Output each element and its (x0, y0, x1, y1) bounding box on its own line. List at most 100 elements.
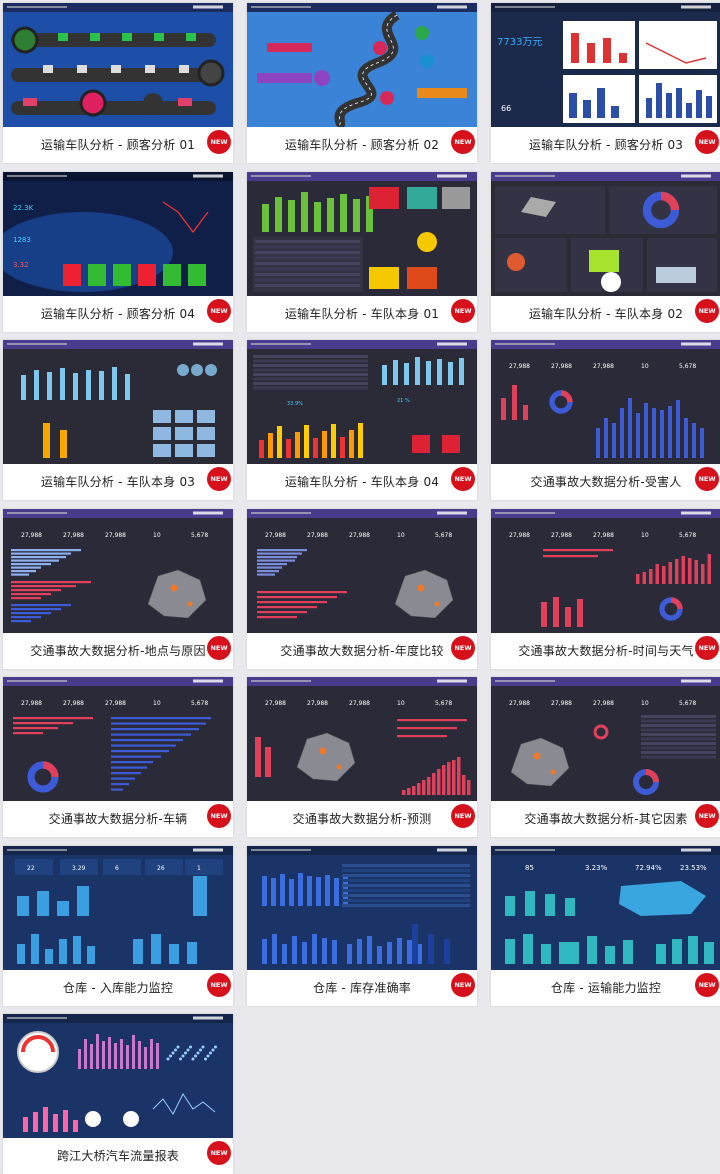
template-card[interactable]: 27,988 27,988 27,988 10 5,678 交通事故大数据分析-预测 N… (247, 677, 477, 837)
svg-text:1: 1 (197, 865, 201, 872)
template-thumbnail[interactable]: 27,988 27,988 27,988 10 5,678 (491, 340, 720, 464)
svg-text:27,988: 27,988 (509, 532, 530, 539)
template-card[interactable]: 27,988 27,988 27,988 10 5,678 交通事故大数据分析-受害人 … (491, 340, 720, 500)
template-thumbnail[interactable]: 85 3.23% 72.94% 23.53% (491, 845, 720, 970)
svg-text:27,988: 27,988 (105, 532, 126, 539)
svg-text:22: 22 (27, 865, 35, 872)
new-badge: NEW (695, 130, 719, 154)
svg-text:26: 26 (157, 865, 165, 872)
new-badge: NEW (451, 804, 475, 828)
new-badge: NEW (207, 130, 231, 154)
template-card[interactable]: 运输车队分析 - 车队本身 03 NEW (3, 340, 233, 500)
template-title[interactable]: 交通事故大数据分析-年度比较 (280, 643, 444, 658)
template-title[interactable]: 交通事故大数据分析-受害人 (530, 475, 682, 489)
template-thumbnail[interactable] (247, 845, 477, 970)
template-thumbnail[interactable]: 27,988 27,988 27,988 10 5,678 (491, 508, 720, 633)
template-thumbnail[interactable]: 27,988 27,988 27,988 10 5,678 (3, 508, 233, 633)
template-title[interactable]: 交通事故大数据分析-地点与原因 (30, 643, 206, 658)
svg-text:3.32: 3.32 (13, 261, 29, 269)
new-badge: NEW (207, 804, 231, 828)
svg-text:5,678: 5,678 (679, 532, 696, 539)
template-title[interactable]: 仓库 - 库存准确率 (313, 980, 411, 995)
svg-text:10: 10 (641, 363, 649, 370)
svg-text:6: 6 (115, 865, 119, 872)
template-card[interactable]: 跨江大桥汽车流量报表 NEW (3, 1014, 233, 1174)
template-title[interactable]: 运输车队分析 - 顾客分析 03 (528, 138, 684, 152)
svg-text:22.3K: 22.3K (13, 204, 34, 212)
new-badge: NEW (451, 972, 475, 997)
new-badge: NEW (451, 467, 475, 491)
template-card[interactable]: 27,988 27,988 27,988 10 5,678 交通事故大数据分析-年度比较… (247, 508, 477, 669)
template-title[interactable]: 交通事故大数据分析-预测 (292, 812, 432, 826)
template-title[interactable]: 运输车队分析 - 车队本身 04 (284, 475, 440, 489)
template-card[interactable]: 22.3K 1283 3.32 运输车队分析 - 顾客分析 04 NEW (3, 171, 233, 332)
svg-text:5,678: 5,678 (435, 700, 452, 707)
svg-text:5,678: 5,678 (679, 700, 696, 707)
template-thumbnail[interactable]: 27,988 27,988 27,988 10 5,678 (247, 677, 477, 801)
template-title[interactable]: 运输车队分析 - 车队本身 01 (284, 306, 440, 321)
template-thumbnail[interactable] (491, 171, 720, 296)
template-card[interactable]: 运输车队分析 - 车队本身 01 NEW (247, 171, 477, 332)
template-thumbnail[interactable]: 27,988 27,988 27,988 10 5,678 (491, 677, 720, 801)
template-thumbnail[interactable] (3, 1014, 233, 1138)
template-card[interactable]: 运输车队分析 - 车队本身 02 NEW (491, 171, 720, 332)
template-thumbnail[interactable] (3, 3, 233, 127)
svg-text:27,988: 27,988 (509, 700, 530, 707)
template-thumbnail[interactable]: 27,988 27,988 27,988 10 5,678 (247, 508, 477, 633)
template-title[interactable]: 运输车队分析 - 顾客分析 02 (284, 138, 440, 152)
template-title[interactable]: 运输车队分析 - 车队本身 02 (528, 306, 684, 321)
svg-text:27,988: 27,988 (509, 363, 530, 370)
svg-text:66: 66 (501, 104, 511, 113)
template-thumbnail[interactable] (247, 3, 477, 127)
new-badge: NEW (695, 467, 719, 491)
new-badge: NEW (451, 298, 475, 323)
svg-text:23.53%: 23.53% (680, 864, 707, 872)
svg-text:5,678: 5,678 (191, 532, 208, 539)
template-thumbnail[interactable] (3, 340, 233, 464)
template-title[interactable]: 运输车队分析 - 车队本身 03 (40, 475, 196, 489)
new-badge: NEW (695, 635, 719, 660)
new-badge: NEW (207, 467, 231, 491)
svg-text:21 %: 21 % (397, 398, 410, 404)
template-card[interactable]: 27,988 27,988 27,988 10 5,678 交通事故大数据分析-地点与原… (3, 508, 233, 669)
template-thumbnail[interactable]: 7733万元 66 (491, 3, 720, 127)
template-title[interactable]: 交通事故大数据分析-时间与天气 (518, 643, 694, 658)
template-thumbnail[interactable]: 27,988 27,988 27,988 10 5,678 (3, 677, 233, 801)
template-title[interactable]: 仓库 - 运输能力监控 (550, 980, 662, 995)
svg-text:1283: 1283 (13, 236, 31, 244)
template-thumbnail[interactable]: 22.3K 1283 3.32 (3, 171, 233, 296)
template-thumbnail[interactable]: 22 3.29 6 26 1 (3, 845, 233, 970)
template-card[interactable]: 运输车队分析 - 顾客分析 01 NEW (3, 3, 233, 163)
svg-text:27,988: 27,988 (265, 700, 286, 707)
svg-text:27,988: 27,988 (551, 363, 572, 370)
template-card[interactable]: 27,988 27,988 27,988 10 5,678 交通事故大数据分析-车辆 N… (3, 677, 233, 837)
template-title[interactable]: 跨江大桥汽车流量报表 (56, 1149, 179, 1163)
template-thumbnail[interactable] (247, 171, 477, 296)
template-thumbnail[interactable]: 33.9% 21 % (247, 340, 477, 464)
svg-text:10: 10 (397, 700, 405, 707)
template-card[interactable]: 运输车队分析 - 顾客分析 02 NEW (247, 3, 477, 163)
template-title[interactable]: 运输车队分析 - 顾客分析 04 (40, 306, 196, 321)
template-title[interactable]: 交通事故大数据分析-其它因素 (524, 812, 688, 826)
new-badge: NEW (207, 972, 231, 997)
template-card[interactable]: 33.9% 21 % 运输车队分析 - 车队本身 04 NEW (247, 340, 477, 500)
template-card[interactable]: 7733万元 66 运输车队分析 - 顾客分析 03 NEW (491, 3, 720, 163)
new-badge: NEW (207, 1141, 231, 1165)
svg-text:10: 10 (153, 532, 161, 539)
template-card[interactable]: 22 3.29 6 26 1 仓库 - 入库能力监控 NEW (3, 845, 233, 1006)
template-card[interactable]: 85 3.23% 72.94% 23.53% 仓库 - 运输能力监控 NEW (491, 845, 720, 1006)
svg-text:27,988: 27,988 (593, 532, 614, 539)
template-title[interactable]: 交通事故大数据分析-车辆 (48, 812, 188, 826)
new-badge: NEW (695, 804, 719, 828)
svg-text:27,988: 27,988 (349, 532, 370, 539)
template-card[interactable]: 27,988 27,988 27,988 10 5,678 交通事故大数据分析-时间与天… (491, 508, 720, 669)
template-card[interactable]: 仓库 - 库存准确率 NEW (247, 845, 477, 1006)
svg-text:85: 85 (525, 864, 534, 872)
svg-text:10: 10 (641, 700, 649, 707)
template-card[interactable]: 27,988 27,988 27,988 10 5,678 交通事故大数据分析-其它因素… (491, 677, 720, 837)
new-badge: NEW (451, 130, 475, 154)
svg-text:72.94%: 72.94% (635, 864, 662, 872)
template-title[interactable]: 运输车队分析 - 顾客分析 01 (40, 138, 196, 152)
template-title[interactable]: 仓库 - 入库能力监控 (62, 980, 174, 995)
svg-text:27,988: 27,988 (307, 532, 328, 539)
